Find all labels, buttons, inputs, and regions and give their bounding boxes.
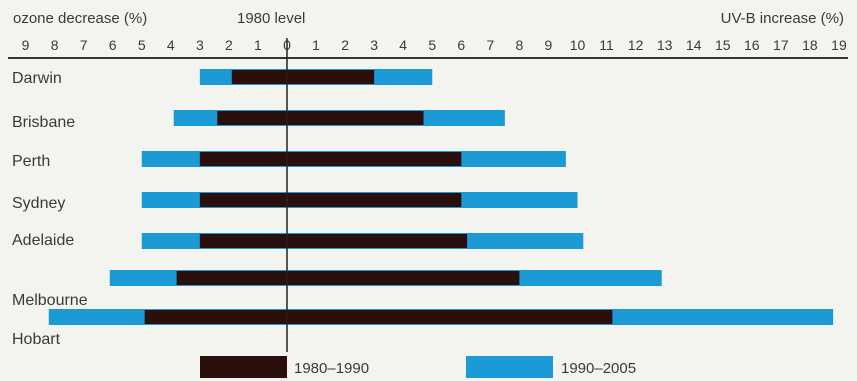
tick-label: 9 — [22, 37, 30, 53]
legend-swatch-1990-2005 — [466, 356, 553, 378]
bar-1980-1990 — [144, 310, 613, 324]
tick-label: 7 — [80, 37, 88, 53]
category-labels: Darwin Brisbane Perth Sydney Adelaide Melbour… — [12, 70, 88, 348]
tick-label: 6 — [109, 37, 117, 53]
bar-1980-1990 — [199, 193, 462, 207]
bar-1980-1990 — [199, 234, 468, 248]
category-label: Perth — [12, 153, 50, 170]
legend: 1980–1990 1990–2005 — [200, 356, 636, 378]
bar-1980-1990 — [231, 70, 375, 84]
tick-label: 5 — [428, 37, 436, 53]
tick-label: 2 — [341, 37, 349, 53]
tick-label: 15 — [715, 37, 731, 53]
tick-label: 8 — [516, 37, 524, 53]
tick-label: 4 — [399, 37, 407, 53]
tick-label: 17 — [773, 37, 789, 53]
tick-label: 1 — [254, 37, 262, 53]
tick-label: 16 — [744, 37, 760, 53]
tick-label: 11 — [599, 37, 614, 53]
legend-swatch-1980-1990 — [200, 356, 287, 378]
tick-labels: 987654321012345678910111213141516171819 — [22, 37, 847, 53]
category-label: Darwin — [12, 70, 62, 87]
tick-label: 2 — [225, 37, 233, 53]
center-label: 1980 level — [237, 10, 305, 27]
tick-label: 8 — [51, 37, 59, 53]
bar-1980-1990 — [176, 271, 520, 285]
category-label: Sydney — [12, 195, 65, 212]
tick-label: 3 — [370, 37, 378, 53]
tick-label: 14 — [686, 37, 702, 53]
tick-label: 3 — [196, 37, 204, 53]
tick-label: 18 — [802, 37, 818, 53]
legend-label-1990-2005: 1990–2005 — [561, 360, 636, 377]
category-label: Adelaide — [12, 232, 74, 249]
legend-label-1980-1990: 1980–1990 — [294, 360, 369, 377]
bar-group — [48, 69, 834, 325]
tick-label: 1 — [312, 37, 320, 53]
tick-label: 19 — [831, 37, 847, 53]
category-label: Hobart — [12, 331, 61, 348]
bar-1980-1990 — [217, 111, 424, 125]
left-axis-label: ozone decrease (%) — [13, 10, 147, 27]
category-label: Melbourne — [12, 292, 88, 309]
tick-label: 10 — [570, 37, 586, 53]
tick-label: 5 — [138, 37, 146, 53]
right-axis-label: UV-B increase (%) — [721, 10, 844, 27]
bar-1980-1990 — [199, 152, 462, 166]
tick-label: 6 — [457, 37, 465, 53]
category-label: Brisbane — [12, 114, 75, 131]
tick-label: 7 — [486, 37, 494, 53]
tick-label: 9 — [545, 37, 553, 53]
tick-label: 4 — [167, 37, 175, 53]
tick-label: 12 — [628, 37, 644, 53]
tick-label: 13 — [657, 37, 673, 53]
